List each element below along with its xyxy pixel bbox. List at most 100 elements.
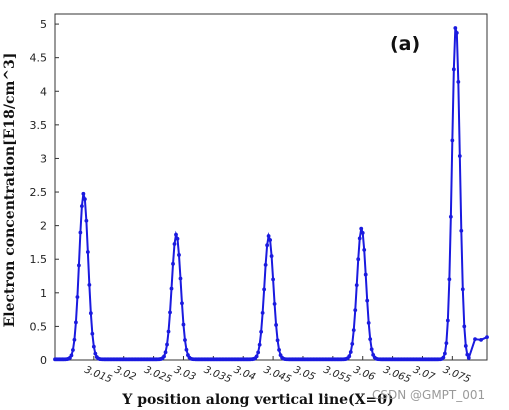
data-point (357, 236, 362, 241)
data-point (254, 354, 259, 359)
data-point (456, 80, 461, 84)
data-point (181, 322, 186, 327)
data-point (88, 311, 93, 316)
y-tick-label: 0.5 (30, 320, 48, 333)
data-point (165, 342, 169, 347)
data-point (360, 230, 365, 235)
x-tick-label: 3.075 (441, 365, 472, 386)
y-tick-label: 0 (40, 354, 47, 367)
data-point (268, 238, 272, 242)
watermark: CSDN @GMPT_001 (372, 388, 485, 402)
data-point (163, 350, 168, 355)
data-point (72, 337, 77, 342)
data-point (171, 261, 175, 266)
data-point (172, 242, 177, 246)
data-point (93, 351, 98, 356)
data-point (463, 344, 468, 348)
y-tick-label: 4 (40, 85, 47, 98)
data-point (84, 218, 89, 223)
y-tick-label: 4.5 (30, 52, 48, 65)
data-point (473, 337, 477, 342)
data-point (441, 355, 446, 360)
data-point (447, 277, 452, 282)
data-point (465, 352, 470, 357)
data-point (174, 232, 178, 237)
data-point (277, 347, 281, 352)
data-point (485, 335, 489, 340)
x-tick-label: 3.015 (83, 365, 114, 386)
y-tick-label: 2 (40, 220, 47, 233)
data-point (479, 337, 483, 342)
x-tick-label: 3.04 (232, 365, 257, 384)
data-point (177, 253, 181, 257)
y-tick-label: 3 (40, 152, 47, 165)
data-point (368, 337, 373, 342)
data-point (266, 234, 271, 238)
data-point (451, 67, 456, 72)
x-tick-label: 3.065 (381, 365, 412, 386)
x-axis-label: Y position along vertical line(X=0) (121, 392, 393, 408)
data-point (175, 236, 180, 241)
data-point (166, 329, 171, 334)
x-tick-label: 3.02 (113, 365, 138, 384)
data-point (462, 324, 467, 329)
data-point (271, 277, 275, 282)
data-point (263, 262, 268, 267)
data-point (85, 250, 90, 254)
plot-frame (54, 13, 488, 361)
x-tick-label: 3.025 (142, 365, 173, 386)
data-point (184, 347, 189, 352)
x-tick-label: 3.06 (352, 365, 377, 384)
x-tick-label: 3.07 (411, 365, 436, 384)
data-point (457, 154, 462, 158)
data-point (363, 272, 368, 277)
data-point (442, 351, 447, 356)
data-point (348, 350, 353, 354)
y-axis-ticks: 0 0.5 1 1.5 2 2.5 3 3.5 4 4.5 5 (30, 18, 59, 367)
data-point (365, 298, 370, 303)
data-point (275, 338, 280, 343)
data-point (256, 350, 261, 355)
data-point (353, 308, 358, 313)
data-point (257, 342, 262, 347)
data-point (354, 283, 359, 288)
data-point (71, 348, 75, 352)
y-axis-label: Electron concentration[E18/cm^3] (2, 53, 18, 328)
y-tick-label: 2.5 (30, 186, 48, 199)
y-tick-label: 1.5 (30, 253, 48, 266)
data-point (79, 204, 84, 209)
y-tick-label: 3.5 (30, 119, 48, 132)
x-tick-label: 3.055 (322, 365, 353, 386)
data-point (169, 286, 174, 291)
data-point (347, 354, 352, 359)
x-tick-label: 3.05 (292, 365, 317, 384)
data-point (168, 310, 172, 315)
data-point (460, 287, 465, 292)
data-point (87, 283, 92, 287)
data-point (453, 26, 458, 30)
series-points (53, 26, 489, 362)
data-point (359, 226, 364, 231)
data-point (444, 341, 449, 346)
data-point (77, 263, 81, 268)
data-point (265, 243, 270, 248)
data-point (454, 30, 459, 35)
x-tick-label: 3.045 (262, 365, 293, 386)
data-point (178, 276, 183, 281)
data-point (351, 328, 356, 333)
data-point (369, 347, 374, 352)
data-point (91, 344, 96, 349)
data-point (180, 301, 184, 306)
data-point (75, 295, 80, 299)
data-point (260, 311, 265, 315)
data-point (362, 248, 367, 252)
y-tick-label: 1 (40, 287, 47, 300)
data-point (259, 329, 264, 334)
series-line (55, 27, 488, 361)
data-point (356, 257, 361, 262)
data-point (366, 321, 371, 325)
data-point (445, 318, 450, 323)
x-tick-label: 3.03 (172, 365, 197, 384)
data-point (269, 254, 274, 258)
data-point (78, 230, 83, 235)
